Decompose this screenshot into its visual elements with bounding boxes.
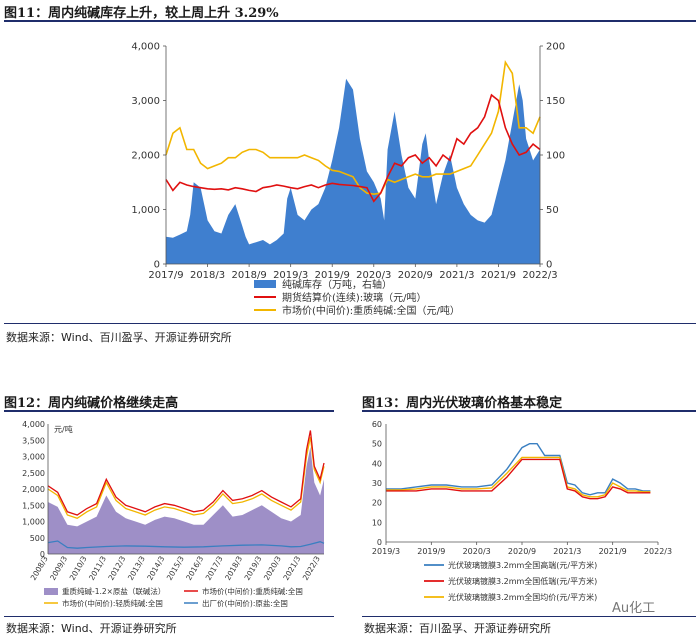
fig13-avg-line xyxy=(386,456,651,498)
fig12-source-rule xyxy=(4,616,334,617)
fig12-x-tick-label: 2017/3 xyxy=(204,554,225,582)
fig12-x-tick-label: 2020/3 xyxy=(262,554,283,582)
fig12-x-tick-label: 2012/3 xyxy=(106,554,127,582)
fig11-right-tick-label: 50 xyxy=(546,205,559,216)
fig13-y-tick-label: 0 xyxy=(377,538,382,547)
fig11-soda-ash-price-line xyxy=(165,60,541,196)
fig11-legend-soda: 市场价(中间价):重质纯碱:全国（元/吨） xyxy=(282,304,460,317)
fig12-heavy-soda-line xyxy=(47,430,325,516)
fig12-legend-spread: 重质纯碱-1.2×原盐（联碱法） xyxy=(62,586,165,596)
fig11-inventory-area xyxy=(166,78,540,264)
fig12-x-tick-label: 2018/3 xyxy=(223,554,244,582)
fig12-chart: 元/吨 0 500 1,000 1,500 2,000 2,500 3,000 3,500 4,0… xyxy=(22,420,325,608)
watermark: Au化工 xyxy=(612,601,656,616)
fig12-y-tick-label: 2,000 xyxy=(22,485,45,494)
fig11-chart: 0 1,000 2,000 3,000 4,000 0 50 100 150 200 2017/9 2… xyxy=(131,42,565,318)
fig12-legend-light: 市场价(中间价):轻质纯碱:全国 xyxy=(62,598,163,608)
fig12-x-tick-label: 2008/3 xyxy=(29,554,50,582)
fig13-low-line xyxy=(386,458,651,500)
fig11-legend-glass: 期货结算价(连续):玻璃（元/吨） xyxy=(282,291,427,304)
fig11-x-tick-label: 2018/3 xyxy=(190,270,225,281)
fig11-x-tick-label: 2018/9 xyxy=(232,270,267,281)
fig11-x-tick-label: 2019/3 xyxy=(273,270,308,281)
fig12-x-tick-label: 2013/3 xyxy=(126,554,147,582)
fig11-right-tick-label: 150 xyxy=(546,96,565,107)
fig13-x-tick-label: 2019/9 xyxy=(417,547,445,556)
fig12-salt-line xyxy=(47,540,325,549)
fig12-light-soda-line xyxy=(47,436,325,520)
fig12-y-tick-label: 500 xyxy=(30,534,45,543)
fig13-x-tick-label: 2020/9 xyxy=(508,547,536,556)
fig13-chart: 0 10 20 30 40 50 60 2019/3 2019/9 2020/3 2020/9 202… xyxy=(372,420,672,602)
fig13-x-tick-label: 2021/9 xyxy=(599,547,627,556)
fig12-x-tick-label: 2016/3 xyxy=(184,554,205,582)
fig13-y-tick-label: 50 xyxy=(372,440,382,449)
fig13-title: 图13：周内光伏玻璃价格基本稳定 xyxy=(362,396,563,411)
fig12-x-tick-label: 2009/3 xyxy=(48,554,69,582)
fig11-legend-inventory: 纯碱库存（万吨，右轴） xyxy=(282,278,392,291)
fig12-title-rule xyxy=(4,410,334,412)
fig12-legend-heavy: 市场价(中间价):重质纯碱:全国 xyxy=(202,586,303,596)
fig11-left-tick-label: 3,000 xyxy=(131,96,160,107)
fig12-y-tick-label: 2,500 xyxy=(22,469,45,478)
fig12-y-tick-label: 4,000 xyxy=(22,420,45,429)
fig11-source-rule xyxy=(4,323,696,324)
fig11-x-tick-label: 2022/3 xyxy=(522,270,557,281)
fig11-x-tick-label: 2020/9 xyxy=(398,270,433,281)
fig13-y-tick-label: 30 xyxy=(372,479,382,488)
fig11-right-tick-label: 0 xyxy=(546,260,552,271)
fig12-spread-area xyxy=(48,446,324,554)
fig13-title-rule xyxy=(362,410,696,412)
fig12-y-tick-label: 1,000 xyxy=(22,518,45,527)
fig13-x-tick-label: 2019/3 xyxy=(372,547,400,556)
fig12-x-tick-label: 2019/3 xyxy=(243,554,264,582)
fig11-right-tick-label: 200 xyxy=(546,42,565,53)
fig13-high-line xyxy=(386,443,651,496)
fig13-x-tick-label: 2021/3 xyxy=(553,547,581,556)
fig11-source: 数据来源：Wind、百川盈孚、开源证券研究所 xyxy=(6,331,232,344)
fig12-y-tick-label: 0 xyxy=(40,550,45,559)
fig12-source: 数据来源：Wind、开源证券研究所 xyxy=(6,622,177,635)
fig13-legend-low: 光伏玻璃镀膜3.2mm全国低端(元/平方米) xyxy=(448,576,597,586)
fig12-legend-salt: 出厂价(中间价):原盐:全国 xyxy=(202,598,288,608)
fig12-x-tick-label: 2015/3 xyxy=(165,554,186,582)
fig12-y-tick-label: 3,000 xyxy=(22,453,45,462)
fig11-right-tick-label: 100 xyxy=(546,151,565,162)
fig13-y-tick-label: 60 xyxy=(372,420,382,429)
fig13-x-tick-label: 2022/3 xyxy=(644,547,672,556)
fig13-legend-high: 光伏玻璃镀膜3.2mm全国高端(元/平方米) xyxy=(448,560,597,570)
fig11-x-tick-label: 2017/9 xyxy=(148,270,183,281)
fig11-x-tick-label: 2020/3 xyxy=(356,270,391,281)
fig11-left-tick-label: 4,000 xyxy=(131,42,160,53)
fig11-left-tick-label: 1,000 xyxy=(131,205,160,216)
fig12-x-tick-label: 2021/3 xyxy=(281,554,302,582)
fig12-x-tick-label: 2022/3 xyxy=(301,554,322,582)
fig12-x-tick-label: 2010/3 xyxy=(68,554,89,582)
fig13-y-tick-label: 10 xyxy=(372,518,382,527)
fig11-x-tick-label: 2021/3 xyxy=(439,270,474,281)
fig11-title: 图11：周内纯碱库存上升，较上周上升 3.29% xyxy=(4,6,279,21)
fig13-y-tick-label: 20 xyxy=(372,499,382,508)
fig11-x-tick-label: 2021/9 xyxy=(481,270,516,281)
fig13-legend-avg: 光伏玻璃镀膜3.2mm全国均价(元/平方米) xyxy=(448,592,597,602)
fig11-title-rule xyxy=(4,20,696,22)
fig11-x-tick-label: 2019/9 xyxy=(315,270,350,281)
fig12-x-tick-label: 2011/3 xyxy=(87,554,108,582)
fig11-glass-futures-line xyxy=(165,93,541,203)
fig11-left-tick-label: 2,000 xyxy=(131,151,160,162)
fig12-y-tick-label: 3,500 xyxy=(22,436,45,445)
fig13-x-tick-label: 2020/3 xyxy=(463,547,491,556)
fig13-source: 数据来源：百川盈孚、开源证券研究所 xyxy=(364,622,551,635)
fig12-x-tick-label: 2014/3 xyxy=(145,554,166,582)
fig13-source-rule xyxy=(362,616,696,617)
fig12-legend-swatch-spread xyxy=(44,588,58,595)
fig12-unit-label: 元/吨 xyxy=(54,424,73,434)
fig13-y-tick-label: 40 xyxy=(372,459,382,468)
fig11-legend-swatch-inventory xyxy=(254,280,276,288)
fig12-y-tick-label: 1,500 xyxy=(22,501,45,510)
fig11-left-tick-label: 0 xyxy=(154,260,160,271)
fig12-title: 图12：周内纯碱价格继续走高 xyxy=(4,396,179,411)
